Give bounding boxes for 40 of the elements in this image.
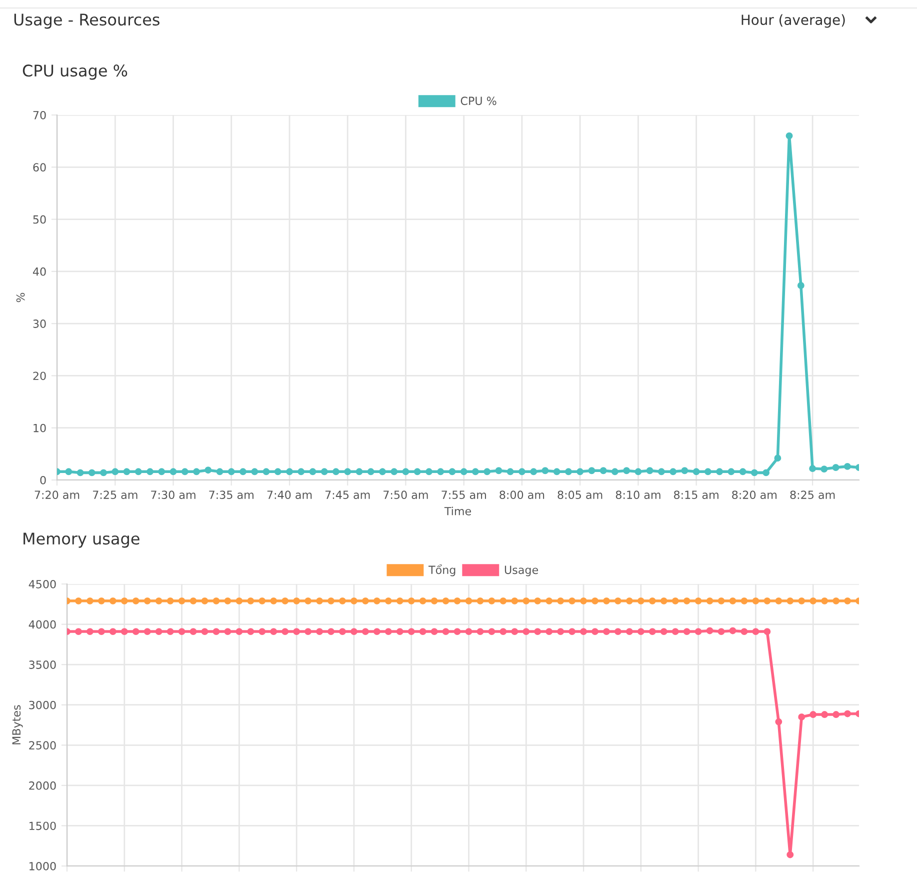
x-tick-label: 8:10 am [616, 490, 660, 500]
chart-title: Memory usage [24, 532, 140, 548]
y-tick-label: 1500 [30, 822, 56, 830]
chart-title: CPU usage % [22, 64, 128, 80]
x-axis-title: Time [444, 506, 471, 516]
x-tick-label: 7:40 am [267, 490, 312, 500]
text: Usage - Resources [14, 14, 160, 29]
y-tick-label: 2000 [29, 781, 56, 790]
y-tick-label: 4500 [28, 580, 56, 588]
x-tick-label: 7:55 am [442, 490, 486, 500]
legend-label: Tổng [428, 564, 456, 576]
y-tick-label: 4000 [28, 620, 56, 629]
y-axis-title: % [16, 292, 25, 302]
x-tick-label: 8:15 am [674, 490, 718, 500]
y-tick-label: 3000 [29, 700, 56, 710]
x-tick-label: 8:05 am [558, 490, 602, 500]
x-tick-label: 7:50 am [384, 490, 428, 500]
x-tick-label: 7:35 am [209, 490, 254, 500]
y-tick-label: 70 [33, 110, 46, 120]
x-tick-label: 7:20 am [34, 490, 80, 500]
y-tick-label: 3500 [29, 660, 56, 669]
y-tick-label: 1000 [30, 862, 56, 870]
x-tick-label: 7:30 am [151, 490, 196, 500]
y-tick-label: 20 [33, 372, 46, 380]
text: Hour (average) [742, 14, 845, 28]
y-tick-label: 2500 [29, 741, 56, 750]
y-tick-label: 30 [33, 320, 46, 328]
y-axis-title: MBytes [12, 705, 23, 744]
legend-label: Usage [504, 566, 538, 576]
x-tick-label: 8:20 am [732, 490, 777, 500]
y-tick-label: 50 [33, 215, 46, 224]
x-tick-label: 7:45 am [325, 490, 370, 500]
legend-label: CPU % [460, 96, 496, 106]
y-tick-label: 10 [34, 424, 46, 432]
x-tick-label: 8:00 am [500, 490, 544, 500]
y-tick-label: 60 [33, 163, 46, 172]
x-tick-label: 8:25 am [790, 490, 835, 500]
y-tick-label: 40 [32, 267, 46, 276]
y-tick-label: 0 [40, 476, 46, 484]
x-tick-label: 7:25 am [93, 490, 138, 500]
